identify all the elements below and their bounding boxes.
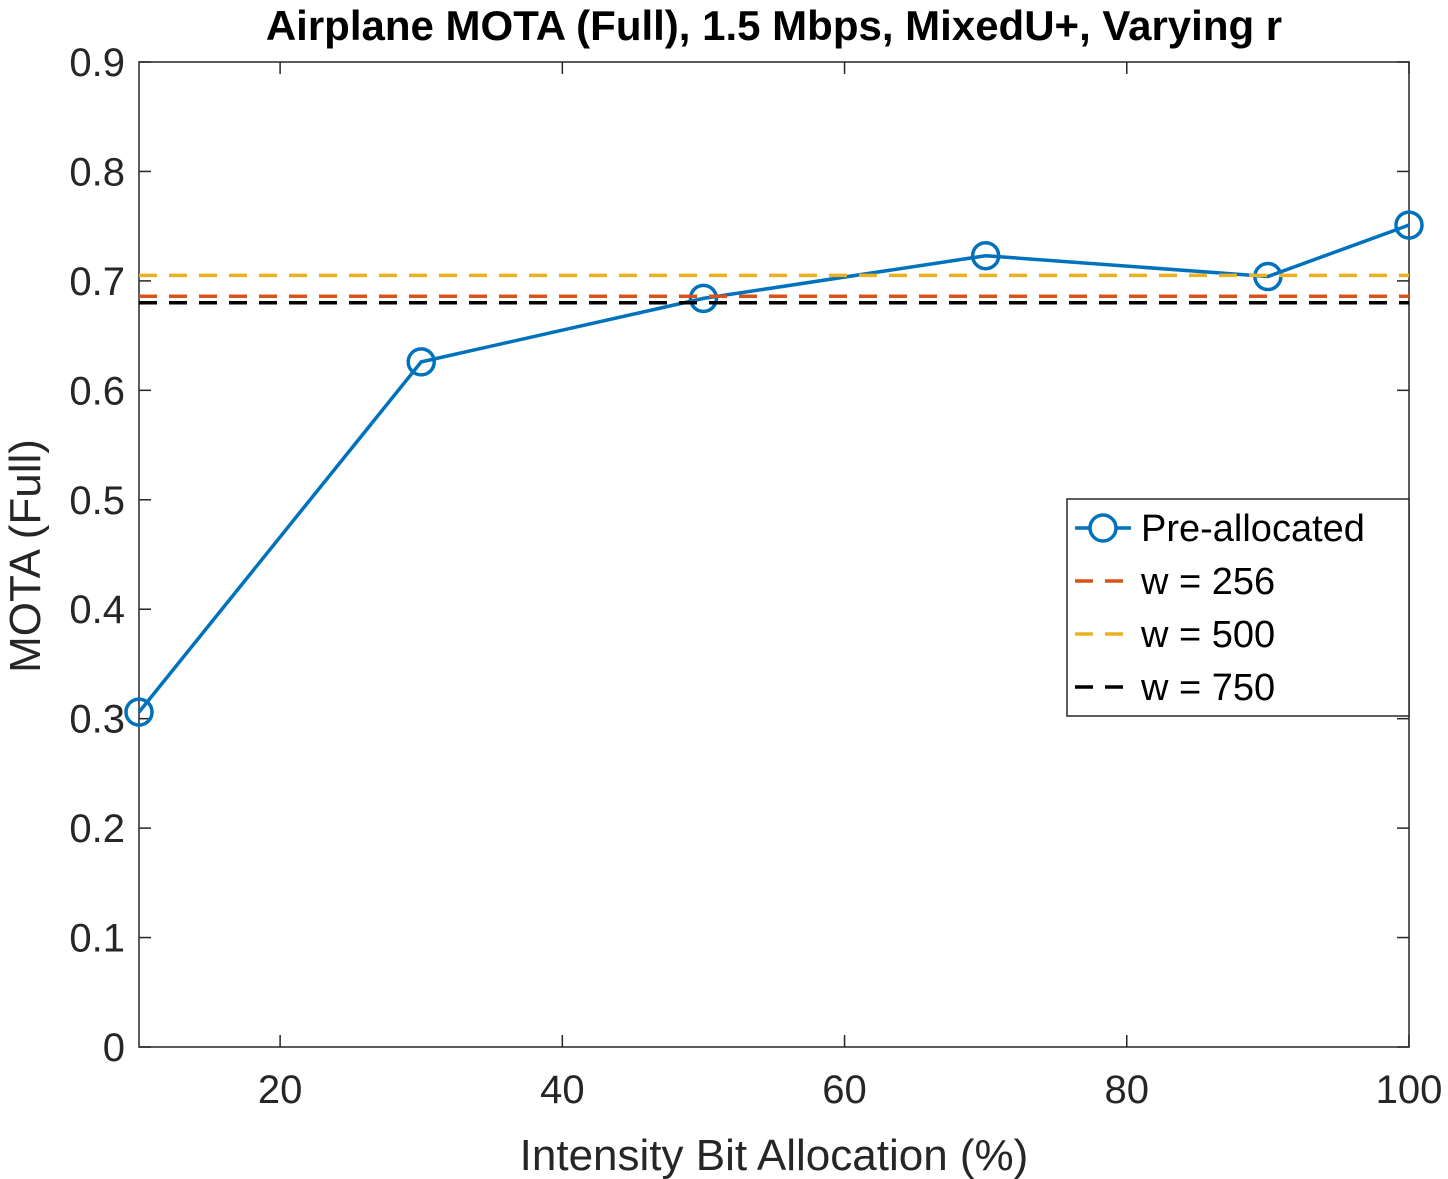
chart-title: Airplane MOTA (Full), 1.5 Mbps, MixedU+,… (266, 2, 1282, 49)
y-tick-label: 0.9 (69, 41, 125, 85)
data-point (1394, 210, 1424, 240)
legend-entry: Pre-allocated (1075, 508, 1365, 550)
legend-label: w = 256 (1140, 561, 1275, 603)
data-point (970, 240, 1001, 271)
x-tick-label: 20 (258, 1068, 303, 1112)
data-point (406, 347, 436, 377)
legend-entry: w = 500 (1075, 614, 1275, 656)
data-point (124, 697, 154, 727)
x-tick-label: 80 (1105, 1068, 1150, 1112)
y-tick-label: 0.3 (69, 698, 125, 742)
legend-box (1066, 498, 1410, 717)
y-tick-label: 0.7 (69, 260, 125, 304)
data-point (688, 283, 719, 314)
y-axis-label: MOTA (Full) (1, 439, 50, 673)
legend-label: w = 500 (1140, 614, 1275, 656)
x-tick-label: 60 (822, 1068, 867, 1112)
y-tick-label: 0.1 (69, 917, 125, 961)
y-tick-label: 0 (103, 1026, 125, 1070)
y-tick-label: 0.5 (69, 479, 125, 523)
y-tick-label: 0.8 (69, 150, 125, 194)
y-tick-label: 0.4 (69, 588, 125, 632)
x-tick-label: 100 (1376, 1068, 1443, 1112)
legend-label: w = 750 (1140, 667, 1275, 709)
y-tick-label: 0.2 (69, 807, 125, 851)
series-layer (124, 210, 1424, 727)
legend-label: Pre-allocated (1141, 508, 1365, 550)
x-axis-label: Intensity Bit Allocation (%) (520, 1131, 1029, 1179)
legend-marker (1088, 513, 1118, 543)
legend-entry: w = 750 (1075, 667, 1275, 709)
y-tick-label: 0.6 (69, 369, 125, 413)
legend-entry: w = 256 (1075, 561, 1275, 603)
legend: Pre-allocated w = 256 w = 500 w = 750 (1066, 498, 1410, 717)
x-tick-label: 40 (540, 1068, 585, 1112)
axes: 20 40 60 80 100 0 0.1 0.2 0.3 0.4 0.5 0.6 0.7 0.8 0.9 (69, 41, 1442, 1112)
